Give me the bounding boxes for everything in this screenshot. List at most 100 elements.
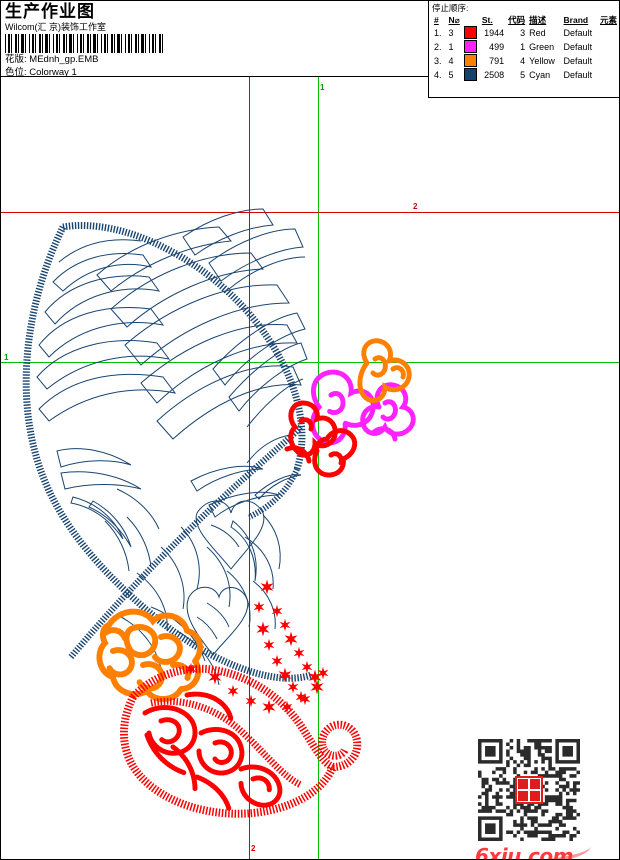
row-brand: Default (563, 28, 593, 38)
row-brand: Default (563, 42, 593, 52)
guide-label-green-left: 1 (4, 353, 9, 362)
qr-modules (478, 739, 580, 841)
qr-watermark-block: 6xiu.com (475, 739, 592, 859)
row-element (598, 68, 619, 82)
star-stitch (287, 680, 299, 694)
row-color-code: 3 (520, 28, 526, 38)
color-chip (463, 26, 477, 39)
qr-center-stamp (515, 776, 543, 804)
row-needle: 1 (448, 42, 454, 52)
navy-paisley-motif (22, 208, 313, 686)
color-chip (463, 68, 477, 81)
star-stitch (271, 654, 283, 668)
star-stitch (293, 646, 305, 660)
guide-label-red-bottom: 2 (251, 844, 256, 853)
row-index: 4. (434, 70, 442, 80)
row-description: Yellow (529, 56, 555, 66)
barcode-image (5, 34, 165, 53)
col-header-swatch (462, 14, 480, 26)
row-color-code: 1 (520, 42, 526, 52)
row-element (598, 26, 619, 40)
table-row: 4. 5 2508 5 Cyan Default (432, 68, 619, 82)
stop-sequence-table: # N⌀ St. 代码 描述 Brand 元素 1. 3 1944 3 Red Defau… (432, 14, 619, 82)
star-stitch (227, 684, 239, 698)
table-row: 3. 4 791 4 Yellow Default (432, 54, 619, 68)
star-stitch (310, 679, 324, 695)
row-index: 3. (434, 56, 442, 66)
star-stitch (208, 669, 222, 685)
table-row: 1. 3 1944 3 Red Default (432, 26, 619, 40)
row-brand: Default (563, 56, 593, 66)
stop-sequence-caption: 停止顺序: (432, 3, 469, 13)
star-stitch (308, 669, 322, 685)
row-stitch-count: 499 (489, 42, 505, 52)
qr-code[interactable] (478, 739, 580, 841)
star-stitch (284, 631, 298, 647)
row-needle: 5 (448, 70, 454, 80)
watermark-text: 6xiu.com (475, 844, 573, 860)
col-header-index: # (434, 15, 439, 25)
red-flower-cluster (284, 400, 358, 478)
row-needle: 4 (448, 56, 454, 66)
star-stitch (271, 604, 283, 618)
star-stitch (260, 579, 274, 595)
embroidery-artwork (1, 77, 619, 859)
red-star-trail (185, 579, 329, 715)
row-description: Green (529, 42, 555, 52)
row-description: Cyan (529, 70, 551, 80)
star-stitch (278, 667, 292, 683)
star-stitch (299, 692, 311, 706)
row-index: 1. (434, 28, 442, 38)
colorway-row: 色位: Colorway 1 (5, 66, 525, 79)
star-stitch (281, 700, 293, 714)
row-stitch-count: 791 (489, 56, 505, 66)
col-header-description: 描述 (529, 15, 547, 25)
star-stitch (262, 699, 276, 715)
table-header-row: # N⌀ St. 代码 描述 Brand 元素 (432, 14, 619, 26)
guide-line-horizontal-red (1, 212, 619, 213)
studio-subtitle: Wilcom(汇 京)装饰工作室 (5, 22, 106, 32)
guide-label-green-top: 1 (320, 83, 325, 92)
row-color-code: 5 (520, 70, 526, 80)
stop-sequence-body: 1. 3 1944 3 Red Default 2. 1 499 1 Green Default 3. 4… (432, 26, 619, 82)
star-stitch (317, 666, 329, 680)
colorway-value: Colorway 1 (29, 67, 77, 78)
row-color-code: 4 (520, 56, 526, 66)
row-brand: Default (563, 70, 593, 80)
guide-line-vertical-red (249, 77, 250, 859)
star-stitch (279, 618, 291, 632)
design-canvas: 1 1 2 2 (1, 77, 619, 859)
stop-sequence-panel: 停止顺序: # N⌀ St. 代码 描述 Brand 元素 1. 3 1944 3 Re… (428, 1, 619, 98)
row-element (598, 40, 619, 54)
star-stitch (253, 600, 265, 614)
col-header-stitches: St. (481, 15, 493, 25)
star-stitch (245, 694, 257, 708)
row-index: 2. (434, 42, 442, 52)
design-file-label: 花版: (5, 54, 27, 65)
star-stitch (263, 638, 275, 652)
star-stitch (185, 662, 197, 676)
star-stitch (301, 660, 313, 674)
col-header-element: 元素 (599, 15, 617, 25)
design-file-row: 花版: MEdnh_gp.EMB (5, 53, 525, 66)
orange-flower-small (357, 338, 412, 404)
thread-color-swatch (462, 54, 480, 68)
red-paisley-motif (120, 664, 362, 818)
row-needle: 3 (448, 28, 454, 38)
thread-color-swatch (462, 40, 480, 54)
thread-color-swatch (462, 68, 480, 82)
site-watermark: 6xiu.com (475, 835, 593, 860)
guide-label-red-right: 2 (413, 202, 418, 211)
row-element (598, 54, 619, 68)
row-stitch-count: 2508 (484, 70, 505, 80)
page-title: 生产作业图 (5, 2, 95, 21)
col-header-code: 代码 (508, 15, 526, 25)
thread-color-swatch (462, 26, 480, 40)
color-chip (463, 54, 477, 67)
row-description: Red (529, 28, 546, 38)
star-stitch (256, 621, 270, 637)
title-block: 生产作业图 Wilcom(汇 京)装饰工作室 花版: MEdnh_gp.EMB … (5, 2, 525, 79)
col-header-needle: N⌀ (448, 15, 460, 25)
guide-line-horizontal-green (1, 362, 619, 363)
